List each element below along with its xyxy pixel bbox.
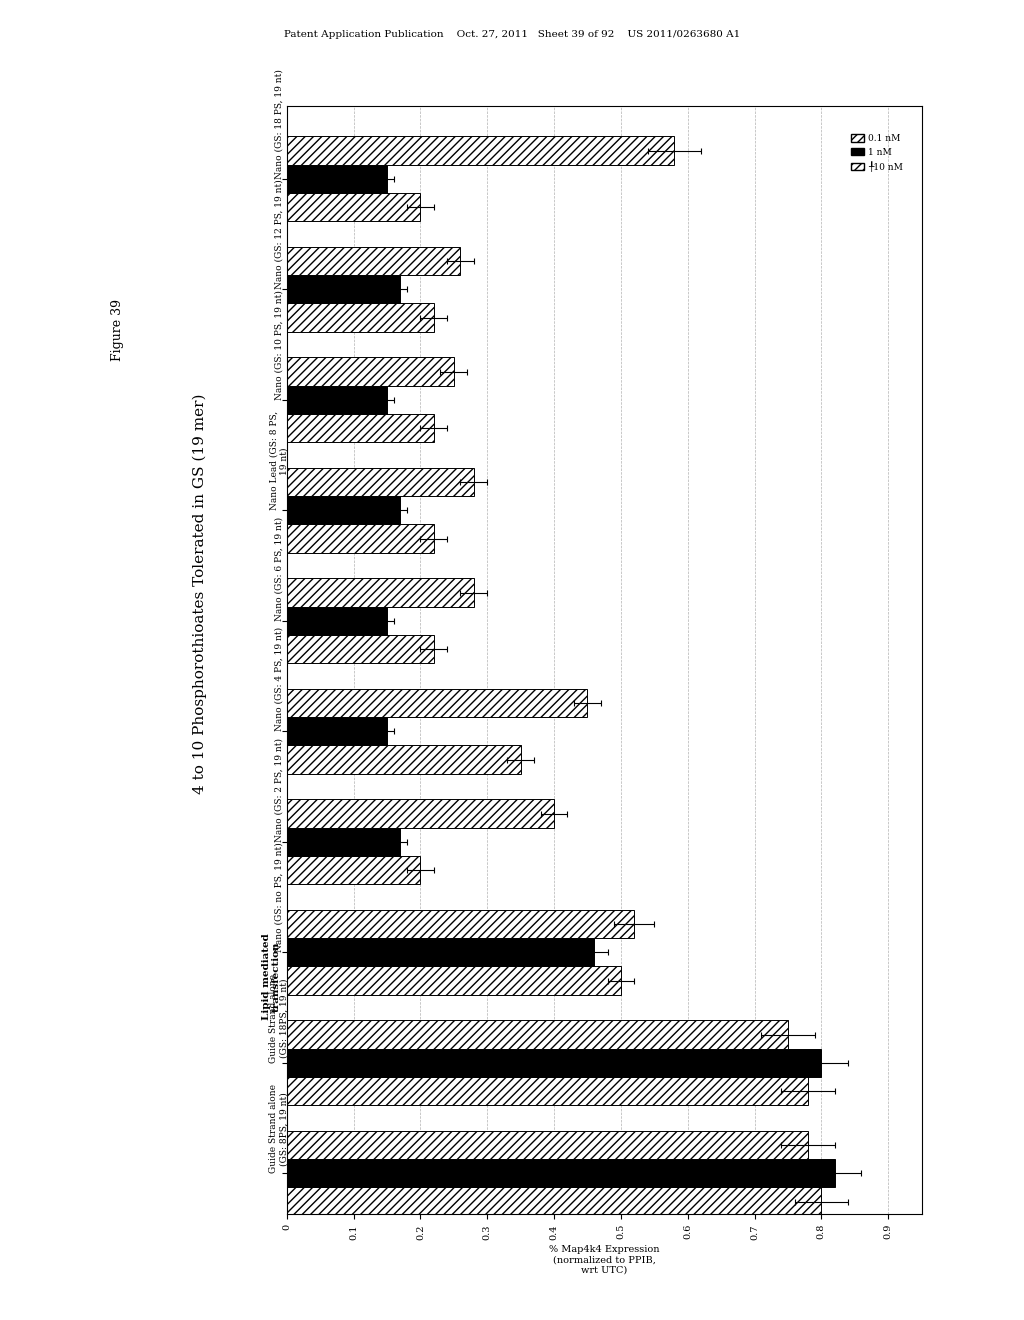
Bar — [287, 136, 675, 165]
Bar — [287, 524, 434, 553]
Bar — [287, 1077, 808, 1105]
Bar — [287, 689, 588, 717]
Bar — [287, 855, 421, 884]
Text: 4 to 10 Phosphorothioates Tolerated in GS (19 mer): 4 to 10 Phosphorothioates Tolerated in G… — [193, 393, 207, 795]
Bar — [287, 496, 400, 524]
Bar — [287, 247, 461, 275]
Bar — [287, 1159, 835, 1188]
Text: Figure 39: Figure 39 — [112, 300, 124, 360]
Bar — [287, 1020, 787, 1048]
Legend: 0.1 nM, 1 nM, ╀10 nM: 0.1 nM, 1 nM, ╀10 nM — [849, 132, 904, 174]
Bar — [287, 746, 520, 774]
Bar — [287, 966, 621, 995]
Bar — [287, 909, 634, 939]
Bar — [287, 1131, 808, 1159]
Bar — [287, 1048, 821, 1077]
Bar — [287, 358, 454, 385]
Bar — [287, 1188, 821, 1216]
Bar — [287, 165, 387, 193]
Text: Lipid mediated
transfection: Lipid mediated transfection — [262, 933, 281, 1020]
X-axis label: % Map4k4 Expression
(normalized to PPIB,
wrt UTC): % Map4k4 Expression (normalized to PPIB,… — [549, 1245, 659, 1275]
Bar — [287, 607, 387, 635]
Bar — [287, 385, 387, 414]
Bar — [287, 939, 594, 966]
Bar — [287, 304, 434, 331]
Bar — [287, 414, 434, 442]
Bar — [287, 578, 474, 607]
Bar — [287, 800, 554, 828]
Bar — [287, 717, 387, 746]
Bar — [287, 467, 474, 496]
Bar — [287, 828, 400, 855]
Text: Patent Application Publication    Oct. 27, 2011   Sheet 39 of 92    US 2011/0263: Patent Application Publication Oct. 27, … — [284, 30, 740, 40]
Bar — [287, 635, 434, 663]
Bar — [287, 193, 421, 222]
Bar — [287, 275, 400, 304]
